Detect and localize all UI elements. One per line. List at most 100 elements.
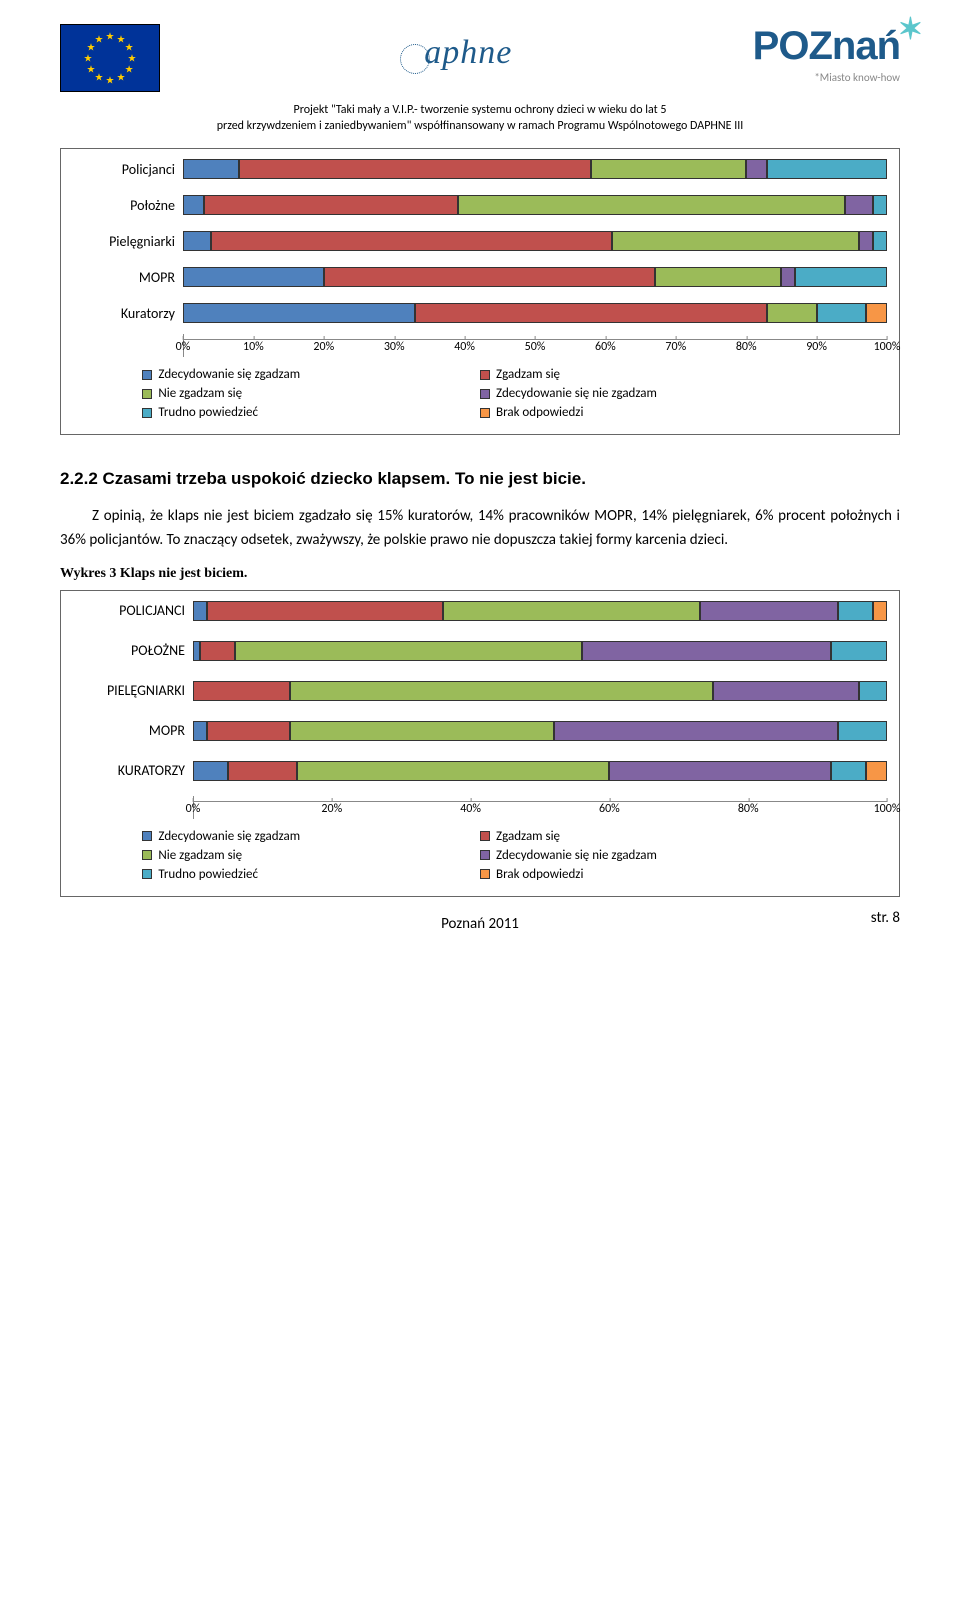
chart-segment — [193, 641, 200, 661]
legend-label: Zgadzam się — [496, 367, 560, 382]
chart-segment — [838, 601, 873, 621]
axis-tick: 50% — [525, 340, 546, 354]
chart-segment — [200, 641, 235, 661]
poznan-subtext: *Miasto know-how — [753, 71, 900, 84]
chart-segment — [239, 159, 591, 179]
chart-2-x-axis: 0%20%40%60%80%100% — [193, 801, 887, 819]
axis-tick: 100% — [874, 340, 901, 354]
legend-label: Trudno powiedzieć — [158, 867, 258, 882]
legend-swatch — [142, 831, 152, 841]
chart-segment — [193, 761, 228, 781]
legend-label: Brak odpowiedzi — [496, 405, 583, 420]
chart-segment — [873, 601, 887, 621]
legend-label: Nie zgadzam się — [158, 386, 242, 401]
legend-item: Trudno powiedzieć — [142, 405, 480, 420]
chart-segment — [211, 231, 612, 251]
axis-tick: 60% — [595, 340, 616, 354]
chart-row-label: Położne — [73, 197, 183, 214]
chart-segment — [207, 721, 290, 741]
axis-tick: 30% — [384, 340, 405, 354]
axis-tick: 40% — [454, 340, 475, 354]
legend-item: Zdecydowanie się zgadzam — [142, 829, 480, 844]
chart-row-label: POLICJANCI — [73, 602, 193, 619]
poznan-logo: POZnań ✶ *Miasto know-how — [753, 24, 900, 84]
chart-row-label: KURATORZY — [73, 762, 193, 779]
legend-item: Zgadzam się — [480, 367, 818, 382]
legend-label: Nie zgadzam się — [158, 848, 242, 863]
page-header: ★★★★★★★★★★★★ aphne POZnań ✶ *Miasto know… — [60, 24, 900, 92]
legend-item: Nie zgadzam się — [142, 848, 480, 863]
legend-item: Zdecydowanie się nie zgadzam — [480, 848, 818, 863]
chart-row-track — [193, 601, 887, 621]
page-footer: Poznań 2011 str. 8 — [60, 915, 900, 937]
chart-row-label: POŁOŻNE — [73, 642, 193, 659]
chart-segment — [183, 231, 211, 251]
axis-tick: 80% — [738, 802, 759, 816]
axis-tick: 70% — [665, 340, 686, 354]
chart-segment — [655, 267, 782, 287]
axis-tick: 100% — [874, 802, 901, 816]
chart-segment — [700, 601, 839, 621]
legend-label: Zdecydowanie się zgadzam — [158, 829, 300, 844]
chart-segment — [591, 159, 746, 179]
chart-row: Położne — [73, 195, 887, 215]
legend-swatch — [480, 850, 490, 860]
chart-segment — [183, 159, 239, 179]
chart-segment — [183, 303, 415, 323]
chart-segment — [859, 681, 887, 701]
chart-segment — [183, 195, 204, 215]
legend-label: Trudno powiedzieć — [158, 405, 258, 420]
chart-segment — [207, 601, 443, 621]
legend-item: Zdecydowanie się nie zgadzam — [480, 386, 818, 401]
chart-segment — [193, 721, 207, 741]
figure-caption: Wykres 3 Klaps nie jest biciem. — [60, 566, 900, 582]
legend-swatch — [480, 408, 490, 418]
chart-segment — [866, 303, 887, 323]
legend-label: Zgadzam się — [496, 829, 560, 844]
footer-page-number: str. 8 — [871, 909, 900, 927]
chart-2-legend: Zdecydowanie się zgadzam Zgadzam się Nie z… — [73, 819, 887, 886]
legend-item: Brak odpowiedzi — [480, 405, 818, 420]
chart-segment — [713, 681, 859, 701]
chart-row-track — [193, 641, 887, 661]
axis-tick: 90% — [806, 340, 827, 354]
chart-segment — [831, 761, 866, 781]
axis-tick: 0% — [176, 340, 191, 354]
chart-row-label: Policjanci — [73, 161, 183, 178]
legend-item: Nie zgadzam się — [142, 386, 480, 401]
chart-row: Pielęgniarki — [73, 231, 887, 251]
legend-swatch — [480, 389, 490, 399]
legend-item: Trudno powiedzieć — [142, 867, 480, 882]
chart-row-label: MOPR — [73, 722, 193, 739]
chart-segment — [193, 681, 290, 701]
section-paragraph: Z opinią, że klaps nie jest biciem zgadz… — [60, 505, 900, 552]
axis-tick: 10% — [243, 340, 264, 354]
chart-row: Kuratorzy — [73, 303, 887, 323]
chart-segment — [324, 267, 655, 287]
chart-segment — [873, 231, 887, 251]
chart-segment — [838, 721, 887, 741]
chart-segment — [228, 761, 297, 781]
chart-row: POŁOŻNE — [73, 641, 887, 661]
chart-row: MOPR — [73, 721, 887, 741]
chart-segment — [795, 267, 887, 287]
chart-segment — [817, 303, 866, 323]
chart-segment — [204, 195, 457, 215]
chart-row-track — [183, 159, 887, 179]
footer-center: Poznań 2011 — [60, 915, 900, 933]
legend-label: Zdecydowanie się nie zgadzam — [496, 848, 657, 863]
chart-segment — [193, 601, 207, 621]
chart-segment — [866, 761, 887, 781]
legend-swatch — [480, 869, 490, 879]
chart-row-track — [193, 721, 887, 741]
daphne-logo: aphne — [160, 24, 753, 74]
chart-segment — [746, 159, 767, 179]
chart-row-track — [183, 267, 887, 287]
legend-label: Zdecydowanie się zgadzam — [158, 367, 300, 382]
legend-item: Brak odpowiedzi — [480, 867, 818, 882]
chart-segment — [290, 681, 713, 701]
chart-segment — [859, 231, 873, 251]
chart-segment — [845, 195, 873, 215]
chart-row-label: MOPR — [73, 269, 183, 286]
legend-swatch — [142, 869, 152, 879]
